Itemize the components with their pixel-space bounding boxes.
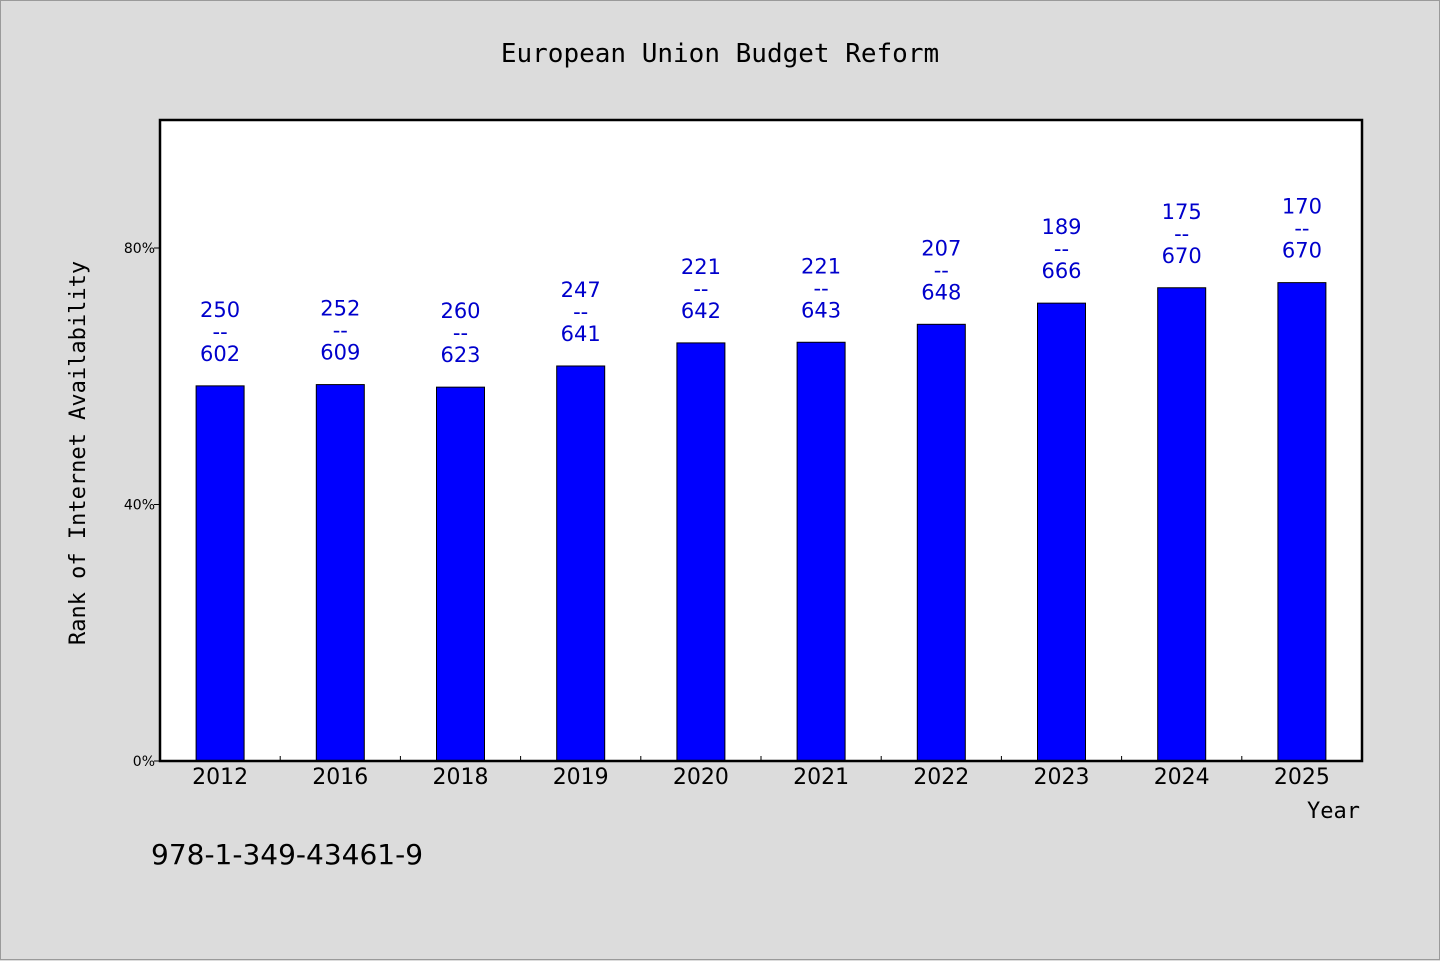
data-label-bottom: 641 bbox=[561, 322, 601, 346]
data-label-separator: -- bbox=[213, 320, 228, 344]
data-label-bottom: 666 bbox=[1041, 259, 1081, 283]
plot-border bbox=[158, 118, 1364, 763]
data-label-top: 221 bbox=[801, 254, 841, 278]
x-tick-label: 2023 bbox=[1034, 765, 1090, 790]
x-tick-label: 2021 bbox=[793, 765, 849, 790]
data-label-bottom: 670 bbox=[1162, 244, 1202, 268]
x-tick-label: 2016 bbox=[312, 765, 368, 790]
chart-title: European Union Budget Reform bbox=[501, 39, 939, 69]
bar bbox=[556, 365, 606, 762]
data-label-bottom: 623 bbox=[440, 343, 480, 367]
data-label-separator: -- bbox=[693, 277, 708, 301]
bar bbox=[436, 386, 485, 762]
data-label-separator: -- bbox=[1174, 222, 1189, 246]
data-label-top: 250 bbox=[200, 298, 240, 322]
data-label-separator: -- bbox=[814, 276, 829, 300]
data-label-separator: -- bbox=[453, 321, 468, 345]
plot-area: 250--602252--609260--623247--641221--642… bbox=[124, 118, 1364, 790]
x-tick-label: 2025 bbox=[1274, 765, 1330, 790]
data-label-top: 221 bbox=[681, 255, 721, 279]
data-label-bottom: 609 bbox=[320, 341, 360, 365]
isbn-text: 978-1-349-43461-9 bbox=[151, 838, 423, 871]
x-tick-label: 2018 bbox=[433, 765, 489, 790]
bar bbox=[796, 341, 846, 762]
bars-group bbox=[195, 282, 1327, 762]
bar bbox=[1277, 282, 1327, 762]
data-label-top: 260 bbox=[440, 299, 480, 323]
y-axis-label: Rank of Internet Availability bbox=[66, 261, 91, 645]
bar bbox=[676, 342, 726, 762]
data-label-bottom: 670 bbox=[1282, 239, 1322, 263]
bar bbox=[1037, 302, 1086, 762]
x-tick-label: 2012 bbox=[192, 765, 248, 790]
data-label-separator: -- bbox=[1294, 217, 1309, 241]
data-label-top: 170 bbox=[1282, 195, 1322, 219]
data-label-top: 247 bbox=[561, 278, 601, 302]
x-tick-label: 2020 bbox=[673, 765, 729, 790]
data-label-separator: -- bbox=[333, 319, 348, 343]
x-tick-label: 2024 bbox=[1154, 765, 1210, 790]
y-tick-label: 40% bbox=[124, 498, 155, 514]
data-labels-group: 250--602252--609260--623247--641221--642… bbox=[200, 195, 1322, 368]
data-label-top: 175 bbox=[1162, 200, 1202, 224]
data-label-top: 207 bbox=[921, 236, 961, 260]
y-tick-label: 0% bbox=[133, 754, 155, 770]
data-label-separator: -- bbox=[573, 300, 588, 324]
bar bbox=[195, 385, 245, 762]
bar bbox=[1157, 287, 1207, 762]
data-label-separator: -- bbox=[934, 258, 949, 282]
data-label-separator: -- bbox=[1054, 237, 1069, 261]
data-label-bottom: 643 bbox=[801, 298, 841, 322]
data-label-bottom: 602 bbox=[200, 342, 240, 366]
bar bbox=[315, 384, 365, 762]
bar bbox=[916, 323, 966, 762]
data-label-bottom: 642 bbox=[681, 299, 721, 323]
data-label-top: 252 bbox=[320, 297, 360, 321]
x-axis-label: Year bbox=[1307, 799, 1360, 824]
y-ticks-group: 0% 40% 80% bbox=[124, 241, 160, 770]
x-tick-label: 2019 bbox=[553, 765, 609, 790]
data-label-bottom: 648 bbox=[921, 280, 961, 304]
y-tick-label: 80% bbox=[124, 241, 155, 257]
data-label-top: 189 bbox=[1041, 215, 1081, 239]
x-tick-label: 2022 bbox=[913, 765, 969, 790]
x-ticks-group: 2012 2016 2018 2019 2020 2021 2022 2023 2024 2025 bbox=[192, 756, 1330, 790]
